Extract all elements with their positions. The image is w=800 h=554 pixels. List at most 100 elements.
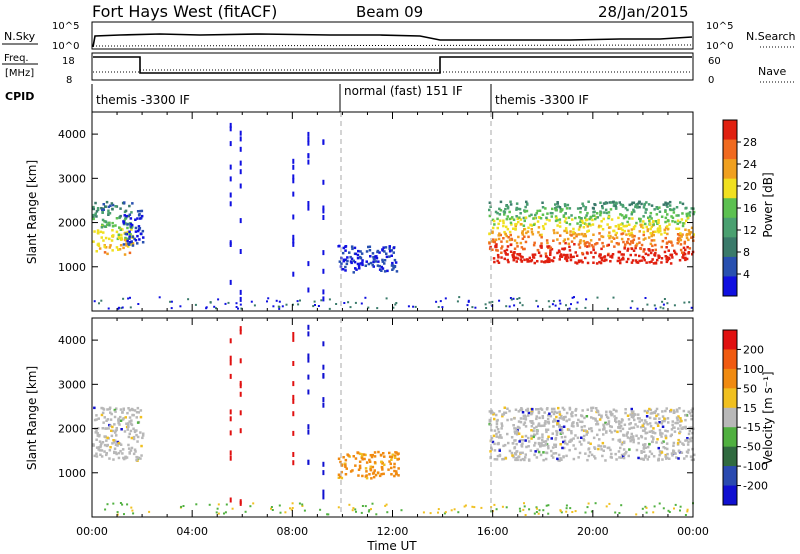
data-cell: [574, 407, 578, 411]
data-cell: [506, 205, 510, 208]
data-cell: [654, 230, 657, 233]
data-cell: [646, 228, 650, 231]
data-cell: [354, 457, 358, 460]
data-cell: [580, 443, 583, 446]
data-cell: [614, 204, 617, 208]
data-cell: [684, 258, 687, 262]
data-cell: [388, 460, 391, 463]
data-cell: [524, 453, 527, 456]
data-cell: [573, 236, 576, 240]
data-cell: [393, 474, 396, 478]
data-cell: [609, 448, 612, 452]
data-cell: [104, 508, 107, 511]
data-cell: [490, 448, 493, 451]
freq-right-tick-top: 60: [708, 56, 721, 67]
data-cell: [512, 297, 515, 300]
data-cell: [95, 429, 98, 433]
data-cell: [106, 418, 110, 421]
data-cell: [267, 297, 270, 300]
data-cell: [471, 306, 474, 309]
data-cell: [456, 300, 459, 303]
data-cell: [629, 422, 632, 425]
data-cell: [576, 436, 580, 440]
data-cell: [117, 451, 121, 455]
data-cell: [519, 212, 522, 215]
data-cell: [581, 251, 584, 255]
data-cell: [358, 267, 361, 270]
data-cell: [532, 422, 535, 425]
data-cell: [617, 242, 620, 245]
data-cell: [130, 228, 133, 231]
data-cell: [170, 307, 173, 310]
data-cell: [343, 302, 346, 304]
data-cell: [560, 428, 564, 432]
data-cell: [292, 361, 295, 366]
data-cell: [645, 511, 648, 514]
data-cell: [518, 426, 521, 430]
data-cell: [589, 216, 593, 219]
data-cell: [506, 418, 509, 422]
data-cell: [292, 381, 295, 387]
data-cell: [473, 506, 476, 509]
data-cell: [630, 211, 634, 214]
data-cell: [576, 422, 579, 425]
data-cell: [630, 410, 634, 413]
data-cell: [108, 246, 112, 249]
data-cell: [611, 438, 615, 441]
data-cell: [572, 437, 575, 440]
data-cell: [552, 239, 555, 242]
data-cell: [664, 220, 667, 224]
data-cell: [322, 205, 325, 211]
data-cell: [619, 429, 622, 433]
data-cell: [215, 307, 217, 310]
data-cell: [687, 252, 690, 255]
data-cell: [536, 432, 539, 435]
data-cell: [663, 417, 666, 420]
data-cell: [123, 201, 126, 204]
data-cell: [643, 409, 647, 413]
data-cell: [608, 236, 611, 240]
data-cell: [642, 256, 646, 260]
data-cell: [630, 261, 634, 264]
data-cell: [580, 232, 584, 236]
data-cell: [568, 245, 571, 249]
data-cell: [686, 245, 689, 249]
data-cell: [665, 260, 669, 264]
data-cell: [618, 201, 621, 204]
data-cell: [547, 435, 550, 438]
data-cell: [515, 260, 518, 263]
data-cell: [587, 244, 591, 248]
data-cell: [618, 250, 622, 254]
data-cell: [239, 428, 242, 434]
data-cell: [552, 425, 555, 428]
data-cell: [672, 451, 675, 454]
data-cell: [690, 458, 694, 462]
data-cell: [633, 412, 636, 416]
data-cell: [525, 200, 528, 204]
data-cell: [588, 222, 591, 226]
data-cell: [594, 417, 597, 421]
data-cell: [605, 201, 609, 205]
data-cell: [690, 436, 693, 440]
data-cell: [678, 221, 682, 224]
data-cell: [365, 260, 368, 263]
data-cell: [576, 301, 579, 304]
data-cell: [345, 262, 349, 266]
data-cell: [630, 228, 634, 231]
data-cell: [615, 420, 618, 424]
data-cell: [522, 508, 525, 511]
data-cell: [614, 409, 618, 413]
data-cell: [529, 259, 533, 263]
data-cell: [130, 506, 133, 509]
data-cell: [322, 494, 325, 500]
data-cell: [292, 174, 295, 180]
data-cell: [536, 260, 539, 263]
data-cell: [685, 214, 689, 218]
data-cell: [690, 414, 693, 418]
data-cell: [292, 158, 295, 164]
data-cell: [568, 307, 571, 310]
data-cell: [653, 253, 656, 256]
data-cell: [374, 260, 378, 263]
data-cell: [113, 423, 116, 426]
data-cell: [673, 249, 676, 253]
